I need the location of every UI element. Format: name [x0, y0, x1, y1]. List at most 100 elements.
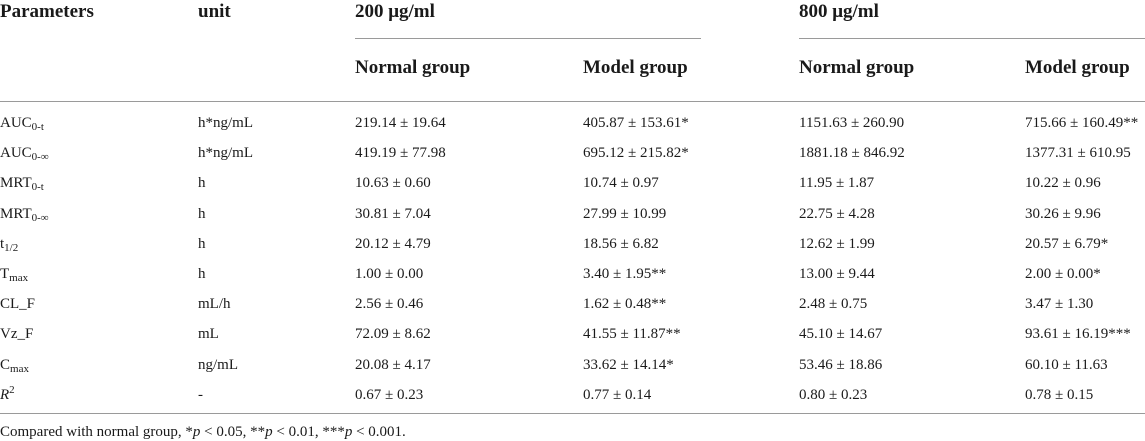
- footnote-star-3: ***: [322, 424, 345, 440]
- cell-model-800: 2.00 ± 0.00*: [1025, 266, 1101, 282]
- parameter-subscript: max: [10, 363, 29, 375]
- footnote-lead: Compared with normal group,: [0, 424, 186, 440]
- parameter-name: CL_F: [0, 296, 36, 312]
- parameter-name: T: [0, 266, 10, 282]
- cell-normal-800: 45.10 ± 14.67: [799, 326, 883, 342]
- parameter-name: MRT: [0, 206, 32, 222]
- table-bottom-rule: [0, 413, 1145, 414]
- cell-model-800: 3.47 ± 1.30: [1025, 296, 1094, 312]
- cell-normal-800: 2.48 ± 0.75: [799, 296, 868, 312]
- cell-model-200: 405.87 ± 153.61*: [583, 115, 689, 131]
- header-dose-200: 200 μg/ml: [355, 1, 435, 22]
- cell-model-200: 27.99 ± 10.99: [583, 206, 667, 222]
- cell-model-200: 3.40 ± 1.95**: [583, 266, 667, 282]
- header-model-group-800: Model group: [1025, 57, 1130, 78]
- cell-unit: h: [198, 266, 206, 282]
- cell-parameter: CL_F: [0, 294, 35, 314]
- parameter-name: C: [0, 357, 11, 373]
- cell-model-200: 41.55 ± 11.87**: [583, 326, 681, 342]
- parameter-name: t: [0, 236, 5, 252]
- parameter-subscript: 0-t: [31, 121, 44, 133]
- parameter-subscript: 0-∞: [31, 151, 49, 163]
- cell-parameter: AUC0-t: [0, 113, 44, 133]
- cell-normal-200: 1.00 ± 0.00: [355, 266, 424, 282]
- parameter-name: Vz_F: [0, 326, 34, 342]
- parameter-subscript: max: [9, 272, 29, 284]
- cell-normal-800: 11.95 ± 1.87: [799, 175, 875, 191]
- header-normal-group-200: Normal group: [355, 57, 471, 78]
- cell-model-200: 18.56 ± 6.82: [583, 236, 659, 252]
- cell-normal-200: 219.14 ± 19.64: [355, 115, 446, 131]
- cell-model-200: 695.12 ± 215.82*: [583, 145, 689, 161]
- header-model-group-200: Model group: [583, 57, 688, 78]
- dose-200-underline: [355, 38, 701, 39]
- cell-model-800: 93.61 ± 16.19***: [1025, 326, 1131, 342]
- cell-normal-800: 53.46 ± 18.86: [799, 357, 883, 373]
- cell-unit: h: [198, 206, 206, 222]
- parameter-name: AUC: [0, 115, 32, 131]
- cell-model-200: 1.62 ± 0.48**: [583, 296, 667, 312]
- cell-model-200: 10.74 ± 0.97: [583, 175, 659, 191]
- parameter-subscript: 1/2: [4, 242, 19, 254]
- footnote-p-1: p: [192, 424, 201, 440]
- cell-normal-800: 13.00 ± 9.44: [799, 266, 875, 282]
- footnote-threshold-2: < 0.01,: [272, 424, 323, 440]
- cell-normal-800: 0.80 ± 0.23: [799, 387, 868, 403]
- dose-800-underline: [799, 38, 1145, 39]
- cell-unit: h*ng/mL: [198, 115, 253, 131]
- cell-unit: mL/h: [198, 296, 231, 312]
- cell-parameter: MRT0-t: [0, 173, 44, 193]
- cell-model-800: 60.10 ± 11.63: [1025, 357, 1108, 373]
- cell-unit: -: [198, 387, 203, 403]
- cell-model-800: 0.78 ± 0.15: [1025, 387, 1094, 403]
- header-dose-800: 800 μg/ml: [799, 1, 879, 22]
- cell-model-800: 20.57 ± 6.79*: [1025, 236, 1109, 252]
- header-bottom-rule: [0, 101, 1145, 102]
- parameter-superscript: 2: [9, 384, 15, 396]
- cell-unit: h: [198, 175, 206, 191]
- footnote-star-1: *: [185, 424, 193, 440]
- footnote-star-2: **: [250, 424, 266, 440]
- cell-normal-200: 20.08 ± 4.17: [355, 357, 431, 373]
- footnote-p-2: p: [265, 424, 273, 440]
- cell-unit: h*ng/mL: [198, 145, 253, 161]
- cell-normal-200: 419.19 ± 77.98: [355, 145, 446, 161]
- cell-parameter: t1/2: [0, 234, 18, 254]
- cell-model-200: 0.77 ± 0.14: [583, 387, 652, 403]
- cell-normal-200: 30.81 ± 7.04: [355, 206, 431, 222]
- cell-model-800: 1377.31 ± 610.95: [1025, 145, 1131, 161]
- footnote-threshold-1: < 0.05,: [200, 424, 251, 440]
- cell-model-800: 30.26 ± 9.96: [1025, 206, 1101, 222]
- parameter-name: AUC: [0, 145, 32, 161]
- header-normal-group-800: Normal group: [799, 57, 915, 78]
- cell-unit: mL: [198, 326, 219, 342]
- cell-parameter: R2: [0, 385, 15, 405]
- header-parameters: Parameters: [0, 1, 94, 22]
- cell-parameter: Tmax: [0, 264, 28, 284]
- cell-unit: ng/mL: [198, 357, 238, 373]
- cell-normal-800: 22.75 ± 4.28: [799, 206, 875, 222]
- cell-normal-800: 12.62 ± 1.99: [799, 236, 875, 252]
- cell-parameter: AUC0-∞: [0, 143, 49, 163]
- cell-normal-200: 10.63 ± 0.60: [355, 175, 431, 191]
- parameter-subscript: 0-∞: [31, 212, 49, 224]
- cell-parameter: Vz_F: [0, 324, 33, 344]
- parameter-name: MRT: [0, 175, 32, 191]
- cell-parameter: Cmax: [0, 355, 29, 375]
- cell-normal-200: 72.09 ± 8.62: [355, 326, 431, 342]
- cell-normal-200: 20.12 ± 4.79: [355, 236, 431, 252]
- cell-model-800: 10.22 ± 0.96: [1025, 175, 1101, 191]
- cell-normal-200: 0.67 ± 0.23: [355, 387, 424, 403]
- cell-normal-800: 1151.63 ± 260.90: [799, 115, 905, 131]
- header-unit: unit: [198, 1, 231, 22]
- footnote-p-3: p: [344, 424, 353, 440]
- parameter-name: R: [0, 387, 10, 403]
- footnote: Compared with normal group, *p < 0.05, *…: [0, 423, 406, 441]
- footnote-threshold-3: < 0.001.: [352, 424, 406, 440]
- parameter-subscript: 0-t: [31, 181, 44, 193]
- cell-normal-800: 1881.18 ± 846.92: [799, 145, 905, 161]
- cell-model-200: 33.62 ± 14.14*: [583, 357, 674, 373]
- cell-parameter: MRT0-∞: [0, 204, 49, 224]
- cell-model-800: 715.66 ± 160.49**: [1025, 115, 1139, 131]
- cell-unit: h: [198, 236, 206, 252]
